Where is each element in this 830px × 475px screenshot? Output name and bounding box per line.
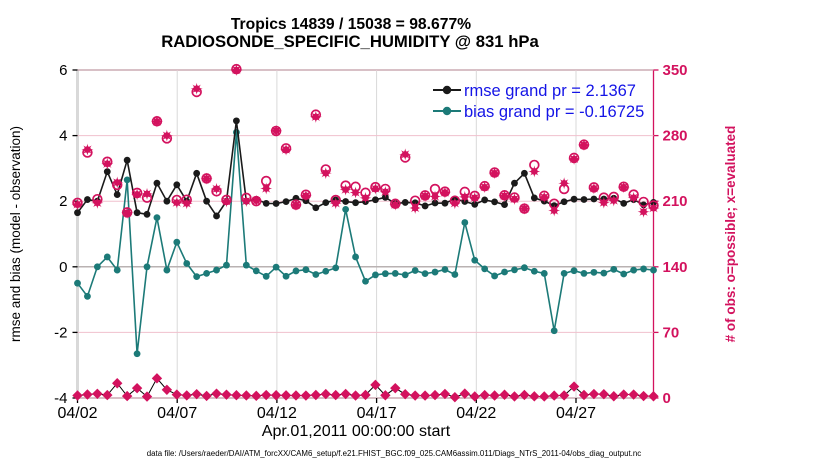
svg-text:04/27: 04/27	[556, 405, 596, 422]
svg-text:-2: -2	[54, 324, 67, 341]
svg-text:4: 4	[59, 128, 67, 145]
svg-text:rmse grand pr = 2.1367: rmse grand pr = 2.1367	[464, 82, 636, 100]
svg-text:0: 0	[663, 390, 671, 407]
svg-text:# of obs: o=possible; x=evalua: # of obs: o=possible; x=evaluated	[723, 126, 738, 343]
svg-text:04/12: 04/12	[257, 405, 297, 422]
svg-text:RADIOSONDE_SPECIFIC_HUMIDITY @: RADIOSONDE_SPECIFIC_HUMIDITY @ 831 hPa	[161, 32, 539, 51]
svg-text:210: 210	[663, 193, 688, 210]
svg-text:140: 140	[663, 259, 688, 276]
svg-text:04/17: 04/17	[357, 405, 397, 422]
svg-text:04/07: 04/07	[157, 405, 197, 422]
svg-text:04/22: 04/22	[456, 405, 496, 422]
svg-text:350: 350	[663, 62, 688, 79]
svg-text:rmse and bias (model - observa: rmse and bias (model - observation)	[8, 126, 23, 342]
svg-text:bias grand pr = -0.16725: bias grand pr = -0.16725	[464, 103, 644, 121]
svg-text:6: 6	[59, 62, 67, 79]
svg-text:0: 0	[59, 259, 67, 276]
svg-text:70: 70	[663, 324, 680, 341]
svg-text:data file: /Users/raeder/DAI/A: data file: /Users/raeder/DAI/ATM_forcXX/…	[147, 449, 641, 458]
svg-text:Tropics 14839 / 15038 = 98.677: Tropics 14839 / 15038 = 98.677%	[231, 16, 471, 33]
svg-text:04/02: 04/02	[57, 405, 97, 422]
svg-text:2: 2	[59, 193, 67, 210]
svg-text:Apr.01,2011 00:00:00 start: Apr.01,2011 00:00:00 start	[262, 422, 451, 440]
svg-text:280: 280	[663, 128, 688, 145]
